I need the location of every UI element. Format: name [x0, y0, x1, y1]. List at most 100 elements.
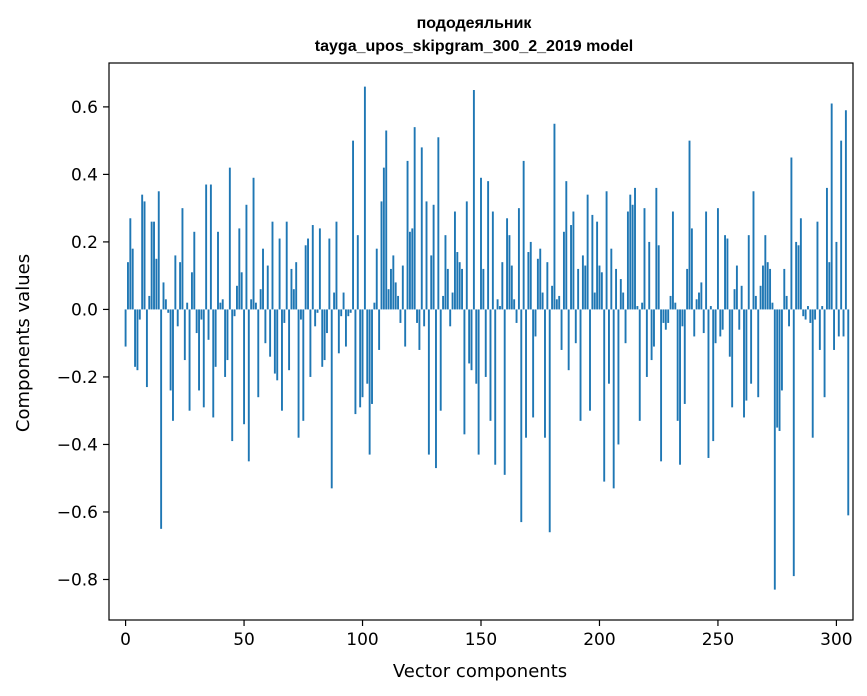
- bar: [435, 309, 437, 469]
- bar: [247, 309, 250, 462]
- bar: [574, 309, 577, 344]
- bar: [451, 292, 454, 310]
- bar: [430, 255, 433, 310]
- bar: [326, 309, 328, 334]
- bar: [821, 306, 824, 310]
- bar: [297, 309, 300, 438]
- bar: [309, 309, 312, 377]
- bar: [790, 157, 793, 310]
- bar: [179, 262, 182, 310]
- bar: [499, 306, 501, 310]
- bar: [283, 309, 286, 323]
- bar: [129, 218, 132, 310]
- bar: [273, 309, 276, 374]
- bar: [567, 309, 570, 371]
- bar: [636, 306, 639, 310]
- y-tick-label: −0.6: [57, 503, 98, 523]
- y-tick-label: 0.2: [71, 233, 98, 253]
- bar: [600, 272, 603, 310]
- bar: [186, 302, 189, 310]
- bar: [316, 309, 319, 313]
- bar: [695, 299, 698, 310]
- bar: [181, 208, 184, 310]
- bar: [766, 262, 769, 310]
- bar: [657, 245, 660, 310]
- bar: [721, 309, 724, 330]
- bar: [634, 187, 636, 310]
- bar: [589, 309, 591, 411]
- bar: [698, 292, 700, 310]
- bar: [250, 299, 253, 310]
- bar: [245, 204, 248, 310]
- bar: [648, 241, 651, 310]
- bar: [664, 309, 667, 330]
- bar: [349, 309, 352, 313]
- bar: [321, 309, 324, 367]
- bar: [344, 309, 347, 347]
- bar: [416, 309, 418, 323]
- bar: [489, 309, 492, 421]
- x-axis-ticks: 0 50 100 150 200 250 300: [120, 620, 853, 650]
- bar: [506, 218, 509, 310]
- bar: [446, 268, 449, 310]
- plot-area-frame: [108, 62, 854, 621]
- bar: [411, 228, 414, 310]
- bar: [629, 194, 632, 310]
- bar: [302, 309, 305, 421]
- bar: [842, 309, 845, 337]
- bar: [470, 309, 473, 371]
- bar: [368, 309, 371, 455]
- bar: [645, 309, 648, 377]
- bar: [724, 235, 726, 310]
- bar: [468, 309, 471, 364]
- bar: [802, 309, 805, 317]
- bar: [205, 184, 208, 310]
- bar: [397, 295, 400, 310]
- bar: [615, 268, 618, 310]
- bar: [771, 302, 774, 310]
- bar: [406, 160, 409, 310]
- x-tick-label: 250: [702, 630, 734, 650]
- bar: [598, 265, 601, 310]
- bar: [676, 309, 679, 421]
- bar: [579, 309, 582, 421]
- bar: [292, 289, 295, 310]
- y-axis-ticks: −0.8 −0.6 −0.4 −0.2 0.0 0.2 0.4 0.6: [57, 98, 109, 590]
- bar: [224, 309, 227, 377]
- bar: [257, 309, 260, 398]
- bar: [439, 309, 442, 411]
- bar: [686, 268, 689, 310]
- bar: [702, 309, 705, 334]
- bar: [662, 309, 665, 323]
- x-tick-label: 0: [120, 630, 131, 650]
- x-axis-label: Vector components: [393, 661, 567, 682]
- bar: [555, 299, 558, 310]
- bar: [240, 272, 243, 310]
- bar: [605, 191, 608, 310]
- bar: [285, 221, 288, 310]
- bar: [669, 295, 672, 310]
- bar: [342, 292, 345, 310]
- bar: [690, 228, 693, 310]
- bar: [743, 309, 745, 418]
- bar: [458, 262, 461, 310]
- bar: [482, 268, 485, 310]
- bar: [740, 285, 743, 310]
- bar: [546, 262, 549, 310]
- bar: [311, 225, 314, 310]
- bar: [390, 268, 392, 310]
- bar: [231, 309, 234, 442]
- bar: [501, 262, 504, 310]
- bar: [754, 295, 757, 310]
- bar: [731, 309, 734, 408]
- bar: [382, 167, 385, 310]
- bar: [373, 302, 376, 310]
- bar: [577, 268, 580, 310]
- bar: [619, 279, 622, 310]
- bar: [437, 137, 440, 310]
- bar: [164, 299, 167, 310]
- bar: [330, 309, 333, 489]
- bar: [726, 238, 729, 310]
- bar: [513, 299, 516, 310]
- bar: [304, 245, 307, 310]
